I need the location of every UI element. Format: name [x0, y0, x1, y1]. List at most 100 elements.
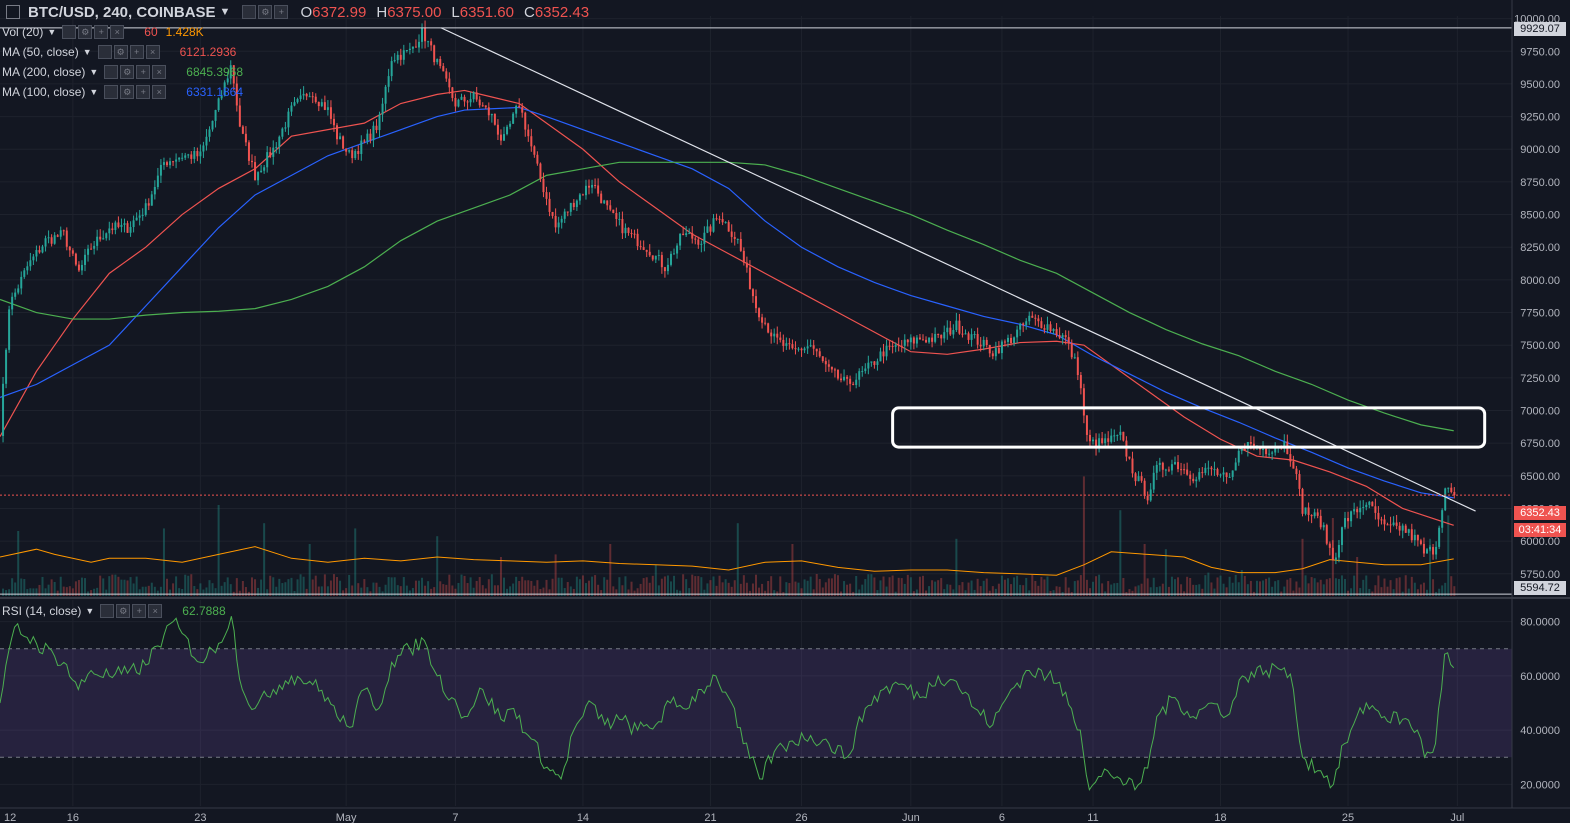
candle-body	[1334, 557, 1337, 560]
trendline	[440, 27, 1476, 512]
volume-bar	[870, 574, 873, 596]
candle-body	[84, 254, 87, 265]
plus-icon[interactable]: +	[129, 45, 144, 59]
eye-icon[interactable]	[100, 604, 115, 618]
volume-bar	[955, 538, 958, 596]
volume-bar	[1210, 582, 1213, 596]
candle-body	[666, 264, 669, 272]
chevron-down-icon[interactable]: ▼	[85, 606, 95, 616]
symbol-title[interactable]: BTC/USD, 240, COINBASE	[28, 3, 216, 21]
rsi-tick-label: 60.0000	[1520, 671, 1560, 683]
chevron-down-icon[interactable]: ▼	[47, 27, 57, 37]
candle-body	[624, 227, 627, 234]
volume-bar	[147, 585, 150, 596]
candle-body	[11, 296, 14, 310]
last-price-badge: 6352.43	[1514, 506, 1566, 520]
candle-body	[1000, 341, 1003, 354]
plus-icon[interactable]: +	[136, 65, 151, 79]
volume-bar	[308, 544, 311, 596]
legend-toolbar[interactable]: ⚙ + ×	[104, 85, 167, 99]
plus-icon[interactable]: +	[94, 25, 109, 39]
ma200-legend[interactable]: MA (200, close) ▼ ⚙ + × 6845.3968	[2, 63, 243, 81]
volume-bar	[499, 557, 502, 596]
legend-toolbar[interactable]: ⚙ + ×	[62, 25, 125, 39]
candle-body	[836, 369, 839, 379]
chart-icon[interactable]	[242, 5, 257, 19]
gear-icon[interactable]: ⚙	[120, 85, 135, 99]
candle-body	[108, 228, 111, 234]
candle-body	[1328, 543, 1331, 548]
candle-body	[205, 136, 208, 146]
volume-bar	[220, 585, 223, 596]
rsi-pane	[0, 616, 1455, 791]
eye-icon[interactable]	[104, 85, 119, 99]
chevron-down-icon[interactable]: ▼	[89, 67, 99, 77]
volume-bar	[682, 574, 685, 596]
candle-body	[87, 248, 90, 255]
eye-icon[interactable]	[97, 45, 112, 59]
close-icon[interactable]: ×	[152, 65, 167, 79]
volume-bar	[393, 577, 396, 596]
close-icon[interactable]: ×	[148, 604, 163, 618]
candle-body	[1219, 474, 1222, 476]
gear-icon[interactable]: ⚙	[120, 65, 135, 79]
volume-bar	[982, 580, 985, 596]
candle-body	[654, 255, 657, 260]
candle-body	[266, 152, 269, 168]
volume-bar	[1119, 510, 1122, 596]
candle-body	[302, 93, 305, 96]
volume-bar	[1137, 585, 1140, 596]
candle-body	[1082, 388, 1085, 416]
legend-toolbar[interactable]: ⚙ + ×	[104, 65, 167, 79]
resistance-zone-rectangle	[891, 406, 1487, 449]
gear-icon[interactable]: ⚙	[116, 604, 131, 618]
close-icon[interactable]: ×	[152, 85, 167, 99]
chart-icon[interactable]	[6, 5, 20, 19]
volume-legend[interactable]: Vol (20) ▼ ⚙ + × 60 1.428K	[2, 23, 204, 41]
candle-body	[991, 353, 994, 357]
volume-bar	[44, 588, 47, 596]
close-icon[interactable]: ×	[110, 25, 125, 39]
volume-bar	[976, 578, 979, 596]
price-tick-label: 7500.00	[1520, 340, 1560, 352]
candle-body	[818, 351, 821, 357]
candle-body	[1365, 504, 1368, 508]
volume-bar	[417, 580, 420, 596]
ma50-legend[interactable]: MA (50, close) ▼ ⚙ + × 6121.2936	[2, 43, 236, 61]
gear-icon[interactable]: ⚙	[78, 25, 93, 39]
volume-bar	[254, 579, 257, 596]
legend-toolbar[interactable]: ⚙ + ×	[97, 45, 160, 59]
plus-icon[interactable]: +	[136, 85, 151, 99]
symbol-toolbar[interactable]: ⚙ +	[242, 5, 289, 19]
gear-icon[interactable]: ⚙	[113, 45, 128, 59]
eye-icon[interactable]	[104, 65, 119, 79]
time-tick-label: 11	[1087, 812, 1098, 823]
candle-body	[35, 250, 38, 257]
candle-body	[900, 345, 903, 347]
rsi-legend[interactable]: RSI (14, close) ▼ ⚙ + × 62.7888	[2, 602, 226, 620]
candle-body	[788, 343, 791, 345]
plus-icon[interactable]: +	[274, 5, 289, 19]
close-icon[interactable]: ×	[145, 45, 160, 59]
drawings[interactable]	[0, 27, 1512, 595]
chevron-down-icon[interactable]: ▼	[82, 47, 92, 57]
volume-bar	[1307, 583, 1310, 596]
candle-body	[1234, 462, 1237, 471]
chevron-down-icon[interactable]: ▼	[89, 87, 99, 97]
volume-bar	[1003, 579, 1006, 596]
ma100-legend[interactable]: MA (100, close) ▼ ⚙ + × 6331.1864	[2, 83, 243, 101]
gear-icon[interactable]: ⚙	[258, 5, 273, 19]
volume-bar	[384, 584, 387, 596]
eye-icon[interactable]	[62, 25, 77, 39]
volume-bar	[336, 577, 339, 596]
time-tick-label: Jul	[1450, 812, 1464, 823]
candle-body	[214, 110, 217, 121]
volume-bar	[357, 583, 360, 596]
candle-body	[755, 296, 757, 309]
volume-bar	[59, 576, 62, 596]
plus-icon[interactable]: +	[132, 604, 147, 618]
legend-toolbar[interactable]: ⚙ + ×	[100, 604, 163, 618]
volume-bar	[824, 582, 827, 596]
chevron-down-icon[interactable]: ▼	[219, 6, 231, 18]
